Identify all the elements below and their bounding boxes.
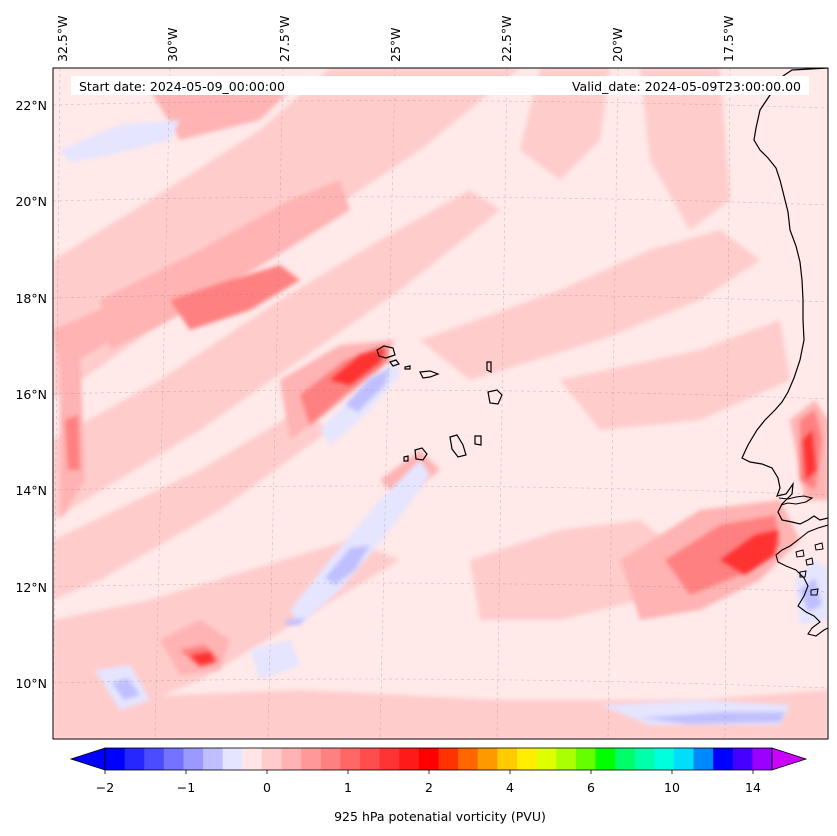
map-frame: [52, 67, 829, 740]
island-fogo: [414, 447, 428, 461]
colorbar-cell: [320, 748, 341, 770]
colorbar-cell: [752, 748, 773, 770]
colorbar-cell: [595, 748, 616, 770]
bijagos-islands: [795, 542, 824, 596]
island-maio: [474, 435, 482, 446]
colorbar-title: 925 hPa potenatial vorticity (PVU): [334, 809, 546, 824]
pv-field-peak: [190, 348, 816, 665]
lon-label: 22.5°W: [499, 16, 514, 62]
colorbar-tick-label: −1: [177, 780, 195, 795]
gambia-river-coast: [778, 495, 814, 506]
island-boa-vista: [487, 389, 503, 405]
colorbar-cell: [144, 748, 165, 770]
colorbar-cell: [399, 748, 420, 770]
colorbar-cell: [693, 748, 714, 770]
valid-date-label: Valid_date: 2024-05-09T23:00:00.00: [572, 79, 801, 94]
colorbar-tick-label: −2: [96, 780, 114, 795]
colorbar-tick-label: 4: [506, 780, 514, 795]
colorbar-tick-label: 0: [263, 780, 271, 795]
colorbar-cell: [124, 748, 145, 770]
colorbar-extend-high: [771, 747, 808, 771]
lon-label: 30°W: [165, 27, 180, 62]
africa-coastline: [741, 68, 828, 525]
island-sao-nicolau: [419, 370, 440, 379]
lat-label: 12°N: [15, 580, 47, 595]
lat-label: 22°N: [15, 98, 47, 113]
latitude-labels: 22°N 20°N 18°N 16°N 14°N 12°N 10°N: [15, 98, 47, 691]
graticule: [53, 68, 828, 739]
colorbar-cell: [360, 748, 381, 770]
colorbar-cell: [242, 748, 263, 770]
lon-label: 20°W: [610, 27, 625, 62]
island-santa-luzia: [404, 365, 411, 370]
lon-label: 25°W: [388, 27, 403, 62]
pv-field-negative: [60, 120, 828, 725]
colorbar-cell: [634, 748, 655, 770]
lat-label: 14°N: [15, 483, 47, 498]
island-santiago: [449, 434, 467, 458]
longitude-labels: 32.5°W 30°W 27.5°W 25°W 22.5°W 20°W 17.5…: [55, 16, 736, 62]
colorbar-cell: [105, 748, 126, 770]
guinea-bissau-coast: [775, 524, 828, 637]
colorbar-cell: [575, 748, 596, 770]
colorbar-cell: [261, 748, 283, 770]
colorbar-cell: [222, 748, 243, 770]
colorbar-cell: [556, 748, 577, 770]
colorbar-cell: [203, 748, 224, 770]
map-panel: [53, 68, 828, 739]
lon-label: 32.5°W: [55, 16, 70, 62]
colorbar-tick-label: 6: [587, 780, 595, 795]
start-date-label: Start date: 2024-05-09_00:00:00: [79, 79, 285, 94]
colorbar-cell: [163, 748, 184, 770]
lat-label: 16°N: [15, 387, 47, 402]
lat-label: 20°N: [15, 194, 47, 209]
colorbar-tick-label: 10: [664, 780, 680, 795]
colorbar-cell: [379, 748, 400, 770]
colorbar-cell: [281, 748, 302, 770]
lat-label: 18°N: [15, 291, 47, 306]
cape-verde-islands: [376, 345, 503, 462]
colorbar-cell: [713, 748, 734, 770]
colorbar-cell: [418, 748, 439, 770]
colorbar-cells: [105, 748, 773, 770]
colorbar-tick-label: 14: [745, 780, 761, 795]
lat-label: 10°N: [15, 676, 47, 691]
colorbar-cell: [340, 748, 361, 770]
colorbar-cell: [497, 748, 518, 770]
lon-label: 17.5°W: [721, 16, 736, 62]
colorbar-cell: [458, 748, 479, 770]
colorbar-tick-label: 2: [425, 780, 433, 795]
colorbar-cell: [301, 748, 322, 770]
colorbar-ticks: [104, 770, 754, 774]
colorbar-cell: [673, 748, 695, 770]
colorbar-cell: [536, 748, 557, 770]
colorbar-cell: [732, 748, 753, 770]
island-brava: [403, 455, 409, 462]
colorbar-tick-labels: −2 −1 0 1 2 4 6 10 14: [96, 780, 761, 795]
lon-label: 27.5°W: [277, 16, 292, 62]
island-sao-vicente: [389, 359, 400, 367]
colorbar: −2 −1 0 1 2 4 6 10 14 925 hPa potenatial…: [69, 747, 808, 824]
info-box: [71, 76, 809, 95]
island-sal: [486, 361, 492, 373]
colorbar-cell: [516, 748, 538, 770]
island-santo-antao: [376, 345, 396, 359]
colorbar-cell: [615, 748, 636, 770]
colorbar-cell: [477, 748, 498, 770]
colorbar-cell: [183, 748, 204, 770]
colorbar-cell: [438, 748, 459, 770]
colorbar-outline: [104, 747, 773, 771]
colorbar-tick-label: 1: [344, 780, 352, 795]
colorbar-extend-low: [69, 747, 106, 771]
colorbar-cell: [654, 748, 675, 770]
